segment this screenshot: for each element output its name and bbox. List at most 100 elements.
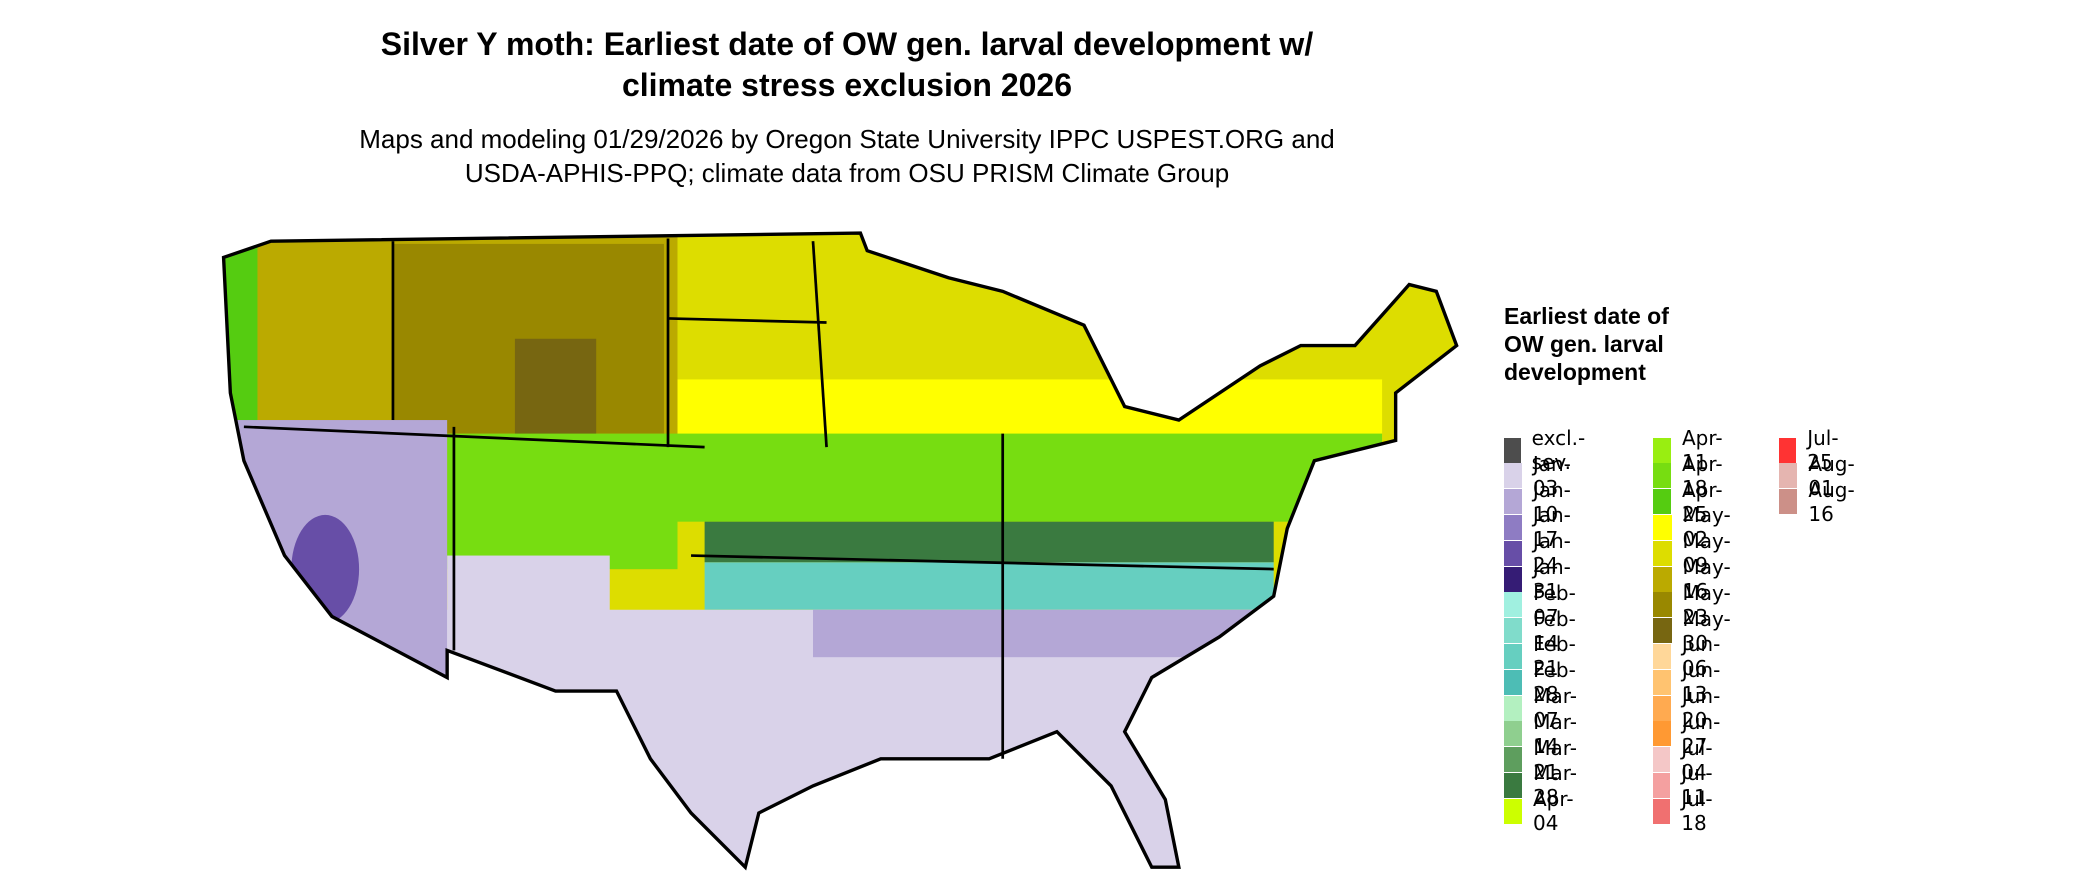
legend-item: May-23 [1653,581,1737,629]
legend-swatch [1653,721,1671,747]
legend-swatch [1653,489,1671,515]
legend-label: Jul-25 [1807,426,1839,474]
legend-label: Apr-04 [1533,787,1574,836]
legend-item: Jul-18 [1653,787,1720,835]
legend-label: Feb-07 [1533,580,1576,629]
legend-item: Jan-24 [1504,529,1578,577]
legend-label: Jun-27 [1681,709,1721,758]
legend-label: Mar-07 [1533,684,1577,732]
legend-item: Jun-27 [1653,710,1727,758]
legend-swatch [1653,643,1671,669]
legend-swatch [1653,514,1672,540]
legend-label: Apr-18 [1682,451,1723,500]
legend-swatch [1504,540,1522,566]
legend-swatch [1504,592,1523,618]
legend-item: Jun-13 [1653,658,1727,706]
legend-swatch [1504,643,1523,669]
legend-item: Feb-07 [1504,581,1583,629]
legend-label: May-16 [1682,555,1731,603]
legend-label: Jan-03 [1532,451,1571,500]
legend-swatch [1504,721,1523,747]
legend-swatch [1504,772,1523,798]
legend-item: excl.-sev. [1504,426,1594,474]
legend-label: May-30 [1682,606,1731,655]
legend-label: Apr-25 [1682,477,1723,526]
legend-label: Feb-28 [1533,658,1576,707]
legend-item: Apr-11 [1653,426,1730,474]
legend-label: Mar-14 [1533,709,1577,758]
legend-label: excl.-sev. [1531,426,1586,474]
legend-swatch [1504,566,1522,592]
legend-item: Jul-04 [1653,736,1720,784]
legend-swatch [1504,437,1521,463]
legend-label: Jan-17 [1532,503,1571,552]
legend-label: May-09 [1682,529,1731,578]
legend-label: Feb-14 [1533,606,1576,655]
legend-swatch [1504,618,1523,644]
legend-swatch [1653,566,1672,592]
legend-swatch [1504,798,1522,824]
legend-swatch [1504,747,1523,773]
legend-swatch [1779,463,1798,489]
legend-label: Mar-21 [1533,735,1577,784]
legend-item: Feb-21 [1504,632,1583,680]
legend-item: Aug-01 [1779,452,1861,500]
legend-item: Mar-07 [1504,684,1584,732]
legend-swatch [1653,772,1671,798]
legend-item: Mar-28 [1504,761,1584,809]
legend-label: Jun-06 [1681,632,1721,681]
legend-label: Aug-16 [1808,477,1855,526]
legend-swatch [1653,540,1672,566]
legend-swatch [1504,695,1523,721]
map-title: Silver Y moth: Earliest date of OW gen. … [380,26,1314,103]
legend-label: Jul-04 [1681,735,1713,784]
legend-swatch [1653,798,1671,824]
legend-label: Jul-18 [1681,787,1713,836]
us-map [221,231,1459,871]
legend-item: May-02 [1653,503,1737,551]
legend-swatch [1653,618,1672,644]
legend-item: Apr-25 [1653,478,1730,526]
legend-item: Jun-20 [1653,684,1727,732]
legend-item: Jul-25 [1779,426,1846,474]
legend-swatch [1504,514,1522,540]
legend-item: Jan-10 [1504,478,1578,526]
legend-item: Mar-14 [1504,710,1584,758]
legend-item: Apr-18 [1653,452,1730,500]
legend-item: Feb-28 [1504,658,1583,706]
legend-swatch [1653,437,1671,463]
legend-swatch [1653,669,1671,695]
legend-item: Jan-03 [1504,452,1578,500]
legend-swatch [1653,695,1671,721]
legend-item: May-30 [1653,607,1737,655]
legend-label: Jun-13 [1681,658,1721,707]
legend-label: May-23 [1682,580,1731,629]
legend-item: May-09 [1653,529,1737,577]
legend-label: Jan-10 [1532,477,1571,526]
legend-label: May-02 [1682,503,1731,552]
legend-swatch [1653,463,1671,489]
legend-item: Jan-31 [1504,555,1578,603]
legend-item: Feb-14 [1504,607,1583,655]
legend-item: Mar-21 [1504,736,1584,784]
map-body [221,231,1459,871]
legend-swatch [1779,437,1797,463]
legend-label: Jan-24 [1532,529,1571,578]
legend-item: Jul-11 [1653,761,1720,809]
legend-item: Jun-06 [1653,632,1727,680]
legend-label: Jun-20 [1681,684,1721,732]
legend-swatch [1779,489,1798,515]
legend-swatch [1504,489,1522,515]
legend-item: Apr-04 [1504,787,1581,835]
legend-swatch [1653,592,1672,618]
legend-swatch [1653,747,1671,773]
legend-swatch [1504,669,1523,695]
legend-label: Jul-11 [1681,761,1713,810]
legend-swatch [1504,463,1522,489]
legend-label: Aug-01 [1808,451,1855,500]
legend-label: Mar-28 [1533,761,1577,810]
legend-label: Feb-21 [1533,632,1576,681]
legend-label: Apr-11 [1682,426,1723,474]
legend-item: Jan-17 [1504,503,1578,551]
